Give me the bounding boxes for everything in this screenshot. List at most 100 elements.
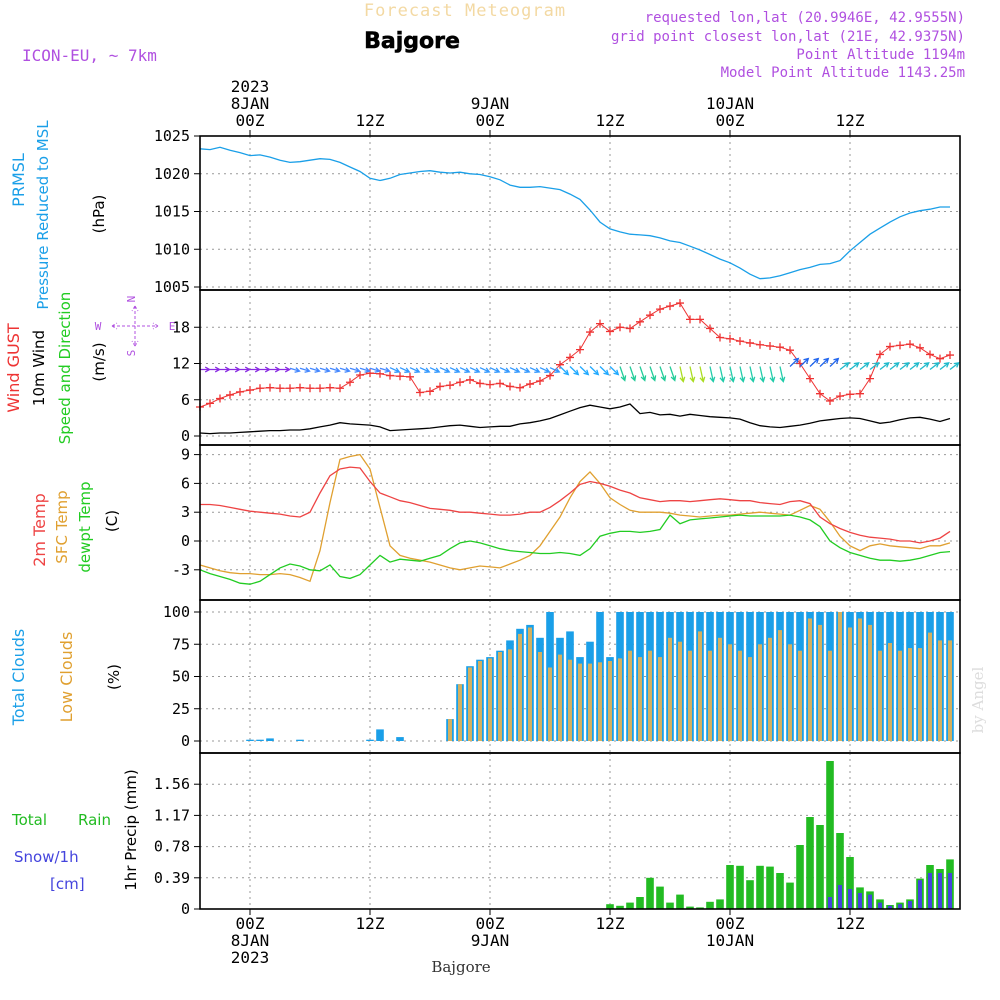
wind-ytick-label: 0 (181, 427, 190, 445)
gust-marker (426, 387, 434, 396)
snow-bar (858, 893, 862, 909)
low-cloud-bar (668, 637, 672, 741)
pressure-ytick-label: 1020 (154, 165, 190, 183)
gust-marker (526, 380, 534, 389)
rain-bar (606, 904, 614, 909)
gust-marker (636, 317, 644, 326)
wind-direction-arrow (759, 366, 766, 383)
snow-bar (948, 873, 952, 909)
gust-marker (856, 389, 864, 398)
low-cloud-bar (468, 667, 472, 741)
bottom-time-label: 8JAN (231, 931, 270, 950)
clouds-ytick-label: 50 (172, 668, 190, 686)
clouds-ytick-label: 100 (163, 603, 190, 621)
total-cloud-bar (366, 739, 374, 741)
low-cloud-bar (768, 637, 772, 741)
low-cloud-bar (698, 631, 702, 741)
low-cloud-bar (538, 652, 542, 741)
gust-marker (616, 323, 624, 332)
gust-marker (446, 381, 454, 390)
total-cloud-bar (296, 739, 304, 741)
low-cloud-bar (548, 667, 552, 741)
snow-bar (938, 873, 942, 909)
wind-direction-arrow (639, 366, 647, 382)
grid-coords: grid point closest lon,lat (21E, 42.9375… (611, 29, 965, 45)
precip-ytick-label: 0.39 (154, 869, 190, 887)
top-time-label: 2023 (231, 77, 270, 96)
gust-marker (546, 371, 554, 380)
wind-direction-arrow (849, 361, 860, 371)
total-clouds-label: Total Clouds (9, 629, 28, 727)
wind-direction-arrow (879, 361, 890, 371)
gust-marker (326, 383, 334, 392)
gust-marker (416, 388, 424, 397)
gust-marker (266, 383, 274, 392)
wind-direction-arrow (459, 367, 471, 373)
wind-direction-arrow (669, 366, 677, 382)
clouds-ytick-label: 25 (172, 700, 190, 718)
wind-direction-arrow (369, 367, 381, 373)
gust-marker (776, 343, 784, 352)
credit-watermark: by Angel (969, 666, 987, 733)
snow-bar (908, 901, 912, 909)
low-cloud-bar (778, 630, 782, 741)
sfc-temp-label: SFC Temp (53, 490, 71, 563)
wind-direction-arrow (829, 357, 840, 367)
wind-direction-arrow (389, 367, 401, 373)
temp-ytick-label: -3 (172, 561, 190, 579)
wind-direction-arrow (769, 366, 776, 383)
temp-ytick-label: 0 (181, 532, 190, 550)
bottom-time-label: 00Z (476, 914, 505, 933)
wind-direction-arrow (629, 366, 637, 382)
low-cloud-bar (948, 640, 952, 741)
low-cloud-bar (748, 657, 752, 741)
top-time-label: 8JAN (231, 94, 270, 113)
low-cloud-bar (528, 627, 532, 741)
wind-panel: 0 6 12 18 Wind GUST 10m Wind Speed and Directi… (4, 289, 961, 446)
wind-direction-arrow (659, 366, 667, 382)
snow-bar (918, 880, 922, 909)
wind-ytick-label: 18 (172, 318, 190, 336)
rain-bar (736, 865, 744, 909)
low-cloud-bar (808, 618, 812, 741)
clouds-panel: 0 25 50 75 100 Total Clouds Low Clouds (%) (9, 599, 961, 754)
rain-bar (656, 886, 664, 909)
point-altitude: Point Altitude 1194m (796, 47, 965, 63)
low-cloud-bar (908, 648, 912, 741)
wind-direction-arrow (329, 367, 341, 373)
wind-direction-arrow (379, 367, 391, 373)
rain-bar (706, 901, 714, 909)
gust-marker (846, 390, 854, 399)
faded-title: Forecast Meteogram (364, 1, 566, 21)
low-cloud-bar (568, 659, 572, 741)
wind-direction-arrow (589, 366, 600, 376)
wind-direction-arrow (449, 367, 461, 373)
gust-marker (506, 382, 514, 391)
low-cloud-bar (488, 658, 492, 741)
pressure-ytick-label: 1025 (154, 127, 190, 145)
wind-direction-arrow (260, 366, 271, 373)
wind-direction-arrow (779, 366, 786, 383)
rain-bar (666, 902, 674, 909)
gust-marker (726, 334, 734, 343)
top-time-label: 00Z (476, 111, 505, 130)
footer-location: Bajgore (431, 958, 490, 976)
snow-bar (868, 894, 872, 909)
rain-bar (746, 880, 754, 909)
wind-direction-arrow (559, 366, 570, 376)
gust-marker (886, 342, 894, 351)
low-cloud-bar (628, 650, 632, 741)
gust-marker (836, 392, 844, 401)
low-cloud-bar (858, 618, 862, 741)
clouds-ytick-label: 0 (181, 732, 190, 750)
rain-bar (766, 866, 774, 909)
snow-bar (898, 904, 902, 909)
wind-direction-arrow (569, 366, 580, 376)
low-cloud-bar (718, 637, 722, 741)
gust-marker (806, 374, 814, 383)
low-cloud-bar (648, 650, 652, 741)
gust-marker (296, 383, 304, 392)
precip-ytick-label: 0 (181, 900, 190, 918)
temp-2m-label: 2m Temp (30, 493, 49, 567)
